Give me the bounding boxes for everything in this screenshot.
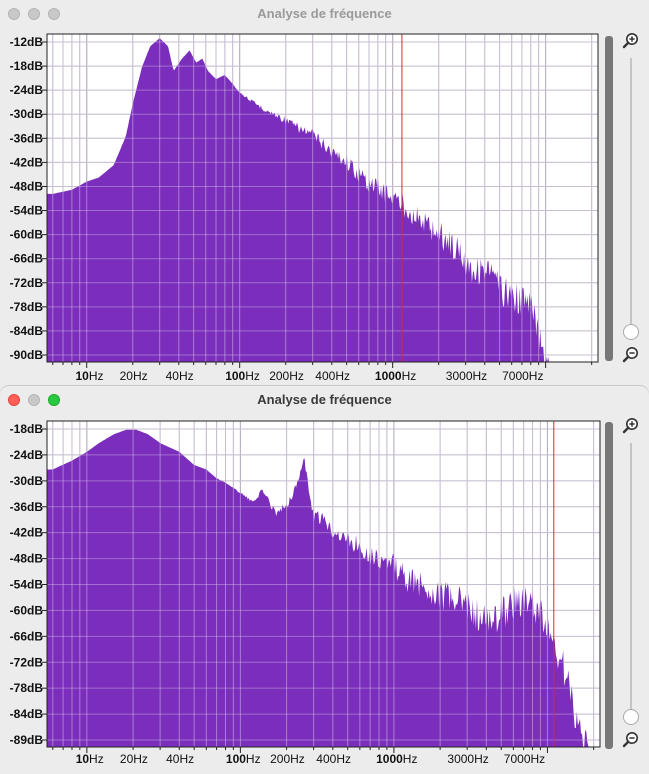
y-tick-label: -84dB (10, 707, 44, 721)
zoom-in-icon[interactable] (622, 417, 640, 435)
x-tick-label: 200Hz (270, 752, 305, 766)
y-tick-label: -48dB (10, 179, 44, 193)
y-tick-label: -89dB (10, 733, 44, 747)
y-tick-label: -48dB (10, 552, 44, 566)
vertical-scrollbar[interactable] (605, 36, 613, 361)
zoom-in-icon[interactable] (622, 32, 640, 50)
vertical-zoom-control[interactable] (603, 417, 643, 753)
y-tick-label: -78dB (10, 681, 44, 695)
y-tick-label: -78dB (10, 300, 44, 314)
x-tick-label: 20Hz (120, 752, 148, 766)
y-tick-label: -36dB (10, 500, 44, 514)
zoom-slider-thumb[interactable] (623, 709, 639, 725)
minimize-window-button[interactable] (28, 394, 40, 406)
y-tick-label: -66dB (10, 252, 44, 266)
x-tick-label: 20Hz (120, 369, 148, 383)
vertical-zoom-control[interactable] (603, 32, 643, 367)
spectrum-plot[interactable]: -18dB -24dB -30dB -36dB -42dB -48dB -54dB -60dB… (0, 386, 649, 774)
y-tick-label: -30dB (10, 107, 44, 121)
x-tick-label: 3000Hz (446, 369, 487, 383)
y-tick-label: -72dB (10, 655, 44, 669)
vertical-scrollbar[interactable] (605, 422, 613, 749)
y-tick-label: -66dB (10, 629, 44, 643)
zoom-window-button[interactable] (48, 8, 60, 20)
x-tick-label: 3000Hz (447, 752, 488, 766)
zoom-window-button[interactable] (48, 394, 60, 406)
x-tick-label: 10Hz (76, 369, 104, 383)
x-tick-label: 1000Hz (376, 752, 417, 766)
y-tick-label: -12dB (10, 35, 44, 49)
spectrum-plot[interactable]: -12dB -18dB -24dB -30dB -36dB -42dB -48dB -54dB… (0, 0, 649, 386)
x-tick-label: 100Hz (225, 369, 260, 383)
plot-border (46, 33, 599, 363)
spectrum-area (47, 38, 555, 363)
zoom-slider-thumb[interactable] (623, 324, 639, 340)
minimize-window-button[interactable] (28, 8, 40, 20)
x-tick-label: 40Hz (166, 369, 194, 383)
y-tick-label: -36dB (10, 131, 44, 145)
y-tick-label: -24dB (10, 448, 44, 462)
y-tick-label: -84dB (10, 324, 44, 338)
x-tick-label: 40Hz (166, 752, 194, 766)
grid-overlay (47, 421, 600, 747)
x-tick-label: 10Hz (76, 752, 104, 766)
y-tick-label: -42dB (10, 155, 44, 169)
close-window-button[interactable] (8, 394, 20, 406)
y-tick-label: -90dB (10, 348, 44, 362)
close-window-button[interactable] (8, 8, 20, 20)
title-bar[interactable]: Analyse de fréquence (0, 386, 649, 414)
zoom-out-icon[interactable] (622, 731, 640, 749)
y-tick-label: -30dB (10, 474, 44, 488)
frequency-analysis-window-back[interactable]: -12dB -18dB -24dB -30dB -36dB -42dB -48dB -54dB… (0, 0, 649, 386)
window-title: Analyse de fréquence (257, 392, 392, 407)
y-tick-label: -24dB (10, 83, 44, 97)
spectrum-area (47, 429, 594, 747)
x-tick-label: 400Hz (316, 752, 351, 766)
y-tick-label: -42dB (10, 526, 44, 540)
y-tick-label: -60dB (10, 228, 44, 242)
frequency-analysis-window-front[interactable]: -18dB -24dB -30dB -36dB -42dB -48dB -54dB -60dB… (0, 386, 649, 774)
y-tick-label: -54dB (10, 578, 44, 592)
x-tick-label: 7000Hz (504, 752, 545, 766)
x-tick-label: 7000Hz (502, 369, 543, 383)
window-title: Analyse de fréquence (257, 6, 392, 21)
y-tick-label: -60dB (10, 603, 44, 617)
zoom-out-icon[interactable] (622, 346, 640, 364)
zoom-slider-track[interactable] (630, 58, 632, 330)
title-bar[interactable]: Analyse de fréquence (0, 0, 649, 28)
y-tick-label: -18dB (10, 422, 44, 436)
x-tick-label: 1000Hz (375, 369, 416, 383)
x-tick-label: 100Hz (226, 752, 261, 766)
grid-overlay (47, 34, 598, 362)
y-tick-label: -72dB (10, 276, 44, 290)
x-tick-label: 400Hz (315, 369, 350, 383)
y-tick-label: -18dB (10, 59, 44, 73)
zoom-slider-track[interactable] (630, 443, 632, 719)
x-tick-label: 200Hz (269, 369, 304, 383)
y-tick-label: -54dB (10, 204, 44, 218)
